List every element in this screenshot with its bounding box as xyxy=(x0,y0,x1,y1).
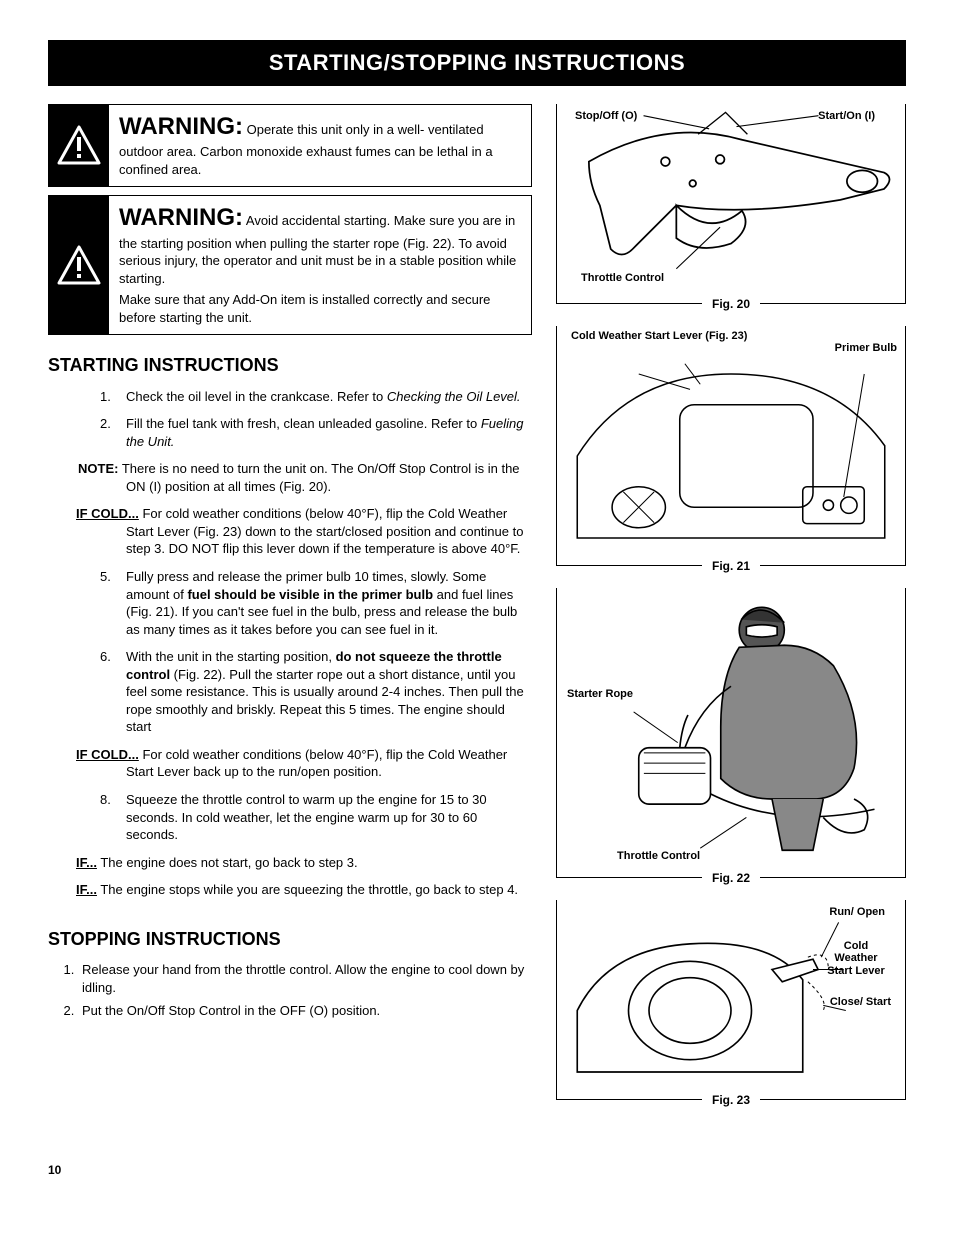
warning-triangle-icon xyxy=(57,125,101,165)
step-5: Squeeze the throttle control to warm up … xyxy=(126,791,532,844)
cond-label: IF... xyxy=(76,882,97,897)
if-nostart: IF... The engine does not start, go back… xyxy=(126,854,532,872)
if-cold-2: IF COLD... For cold weather conditions (… xyxy=(126,746,532,781)
fig23-label-close: Close/ Start xyxy=(830,996,891,1009)
two-column-layout: WARNING: Operate this unit only in a wel… xyxy=(48,104,906,1122)
cond-label: IF COLD... xyxy=(76,747,139,762)
right-column: Stop/Off (O) Start/On (I) Throttle Contr… xyxy=(556,104,906,1122)
stop-step-1: Release your hand from the throttle cont… xyxy=(78,961,532,996)
fig22-label-throttle: Throttle Control xyxy=(617,850,700,863)
fig21-art xyxy=(567,336,895,546)
starting-heading: STARTING INSTRUCTIONS xyxy=(48,353,532,377)
warning-box-2: WARNING: Avoid accidental starting. Make… xyxy=(48,195,532,335)
cond-label: IF... xyxy=(76,855,97,870)
fig20-label-start: Start/On (I) xyxy=(818,110,875,123)
warning-text: WARNING: Avoid accidental starting. Make… xyxy=(109,196,531,334)
starting-steps-list: Check the oil level in the crankcase. Re… xyxy=(48,388,532,899)
warning-label: WARNING: xyxy=(119,204,243,231)
step-1: Check the oil level in the crankcase. Re… xyxy=(126,388,532,406)
figure-22: Starter Rope Throttle Control xyxy=(556,588,906,878)
step-4: With the unit in the starting position, … xyxy=(126,648,532,736)
step-3: Fully press and release the primer bulb … xyxy=(126,568,532,638)
fig20-art xyxy=(567,114,895,264)
figure-21: Cold Weather Start Lever (Fig. 23) Prime… xyxy=(556,326,906,566)
page-number: 10 xyxy=(48,1162,906,1178)
fig22-label-rope: Starter Rope xyxy=(567,688,633,701)
left-column: WARNING: Operate this unit only in a wel… xyxy=(48,104,532,1122)
warning-text: WARNING: Operate this unit only in a wel… xyxy=(109,105,531,186)
fig21-caption: Fig. 21 xyxy=(702,558,760,574)
note-item: NOTE: There is no need to turn the unit … xyxy=(126,460,532,495)
if-stops: IF... The engine stops while you are squ… xyxy=(126,881,532,899)
note-label: NOTE: xyxy=(78,461,118,476)
fig23-label-open: Run/ Open xyxy=(829,906,885,919)
fig22-art xyxy=(567,598,895,858)
fig20-caption: Fig. 20 xyxy=(702,296,760,312)
fig23-label-lever: Cold Weather Start Lever xyxy=(821,940,891,978)
step-2: Fill the fuel tank with fresh, clean unl… xyxy=(126,415,532,450)
fig21-label-primer: Primer Bulb xyxy=(835,342,897,355)
fig23-art xyxy=(567,910,895,1080)
fig23-caption: Fig. 23 xyxy=(702,1092,760,1108)
figure-23: Run/ Open Cold Weather Start Lever Close… xyxy=(556,900,906,1100)
stop-step-2: Put the On/Off Stop Control in the OFF (… xyxy=(78,1002,532,1020)
fig22-caption: Fig. 22 xyxy=(702,870,760,886)
fig20-label-throttle: Throttle Control xyxy=(581,272,664,285)
section-title-bar: STARTING/STOPPING INSTRUCTIONS xyxy=(48,40,906,86)
warning-icon-cell xyxy=(49,105,109,186)
figure-20: Stop/Off (O) Start/On (I) Throttle Contr… xyxy=(556,104,906,304)
fig21-label-lever: Cold Weather Start Lever (Fig. 23) xyxy=(571,330,747,343)
fig20-label-stop: Stop/Off (O) xyxy=(575,110,637,123)
warning-icon-cell xyxy=(49,196,109,334)
warning-box-1: WARNING: Operate this unit only in a wel… xyxy=(48,104,532,187)
stopping-heading: STOPPING INSTRUCTIONS xyxy=(48,927,532,951)
if-cold-1: IF COLD... For cold weather conditions (… xyxy=(126,505,532,558)
cond-label: IF COLD... xyxy=(76,506,139,521)
warning-body-b: Make sure that any Add-On item is instal… xyxy=(119,292,490,325)
warning-label: WARNING: xyxy=(119,113,243,140)
warning-triangle-icon xyxy=(57,245,101,285)
stopping-steps-list: Release your hand from the throttle cont… xyxy=(48,961,532,1020)
